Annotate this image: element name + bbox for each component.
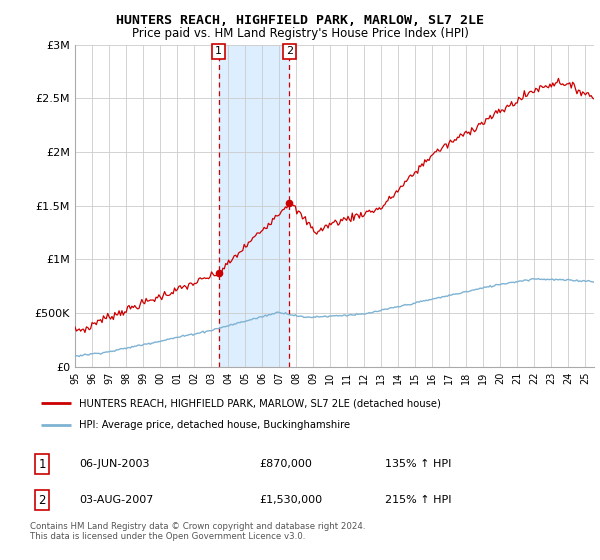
Text: 06-JUN-2003: 06-JUN-2003 (79, 459, 149, 469)
Text: Contains HM Land Registry data © Crown copyright and database right 2024.
This d: Contains HM Land Registry data © Crown c… (30, 522, 365, 542)
Text: 215% ↑ HPI: 215% ↑ HPI (385, 495, 451, 505)
Text: HUNTERS REACH, HIGHFIELD PARK, MARLOW, SL7 2LE (detached house): HUNTERS REACH, HIGHFIELD PARK, MARLOW, S… (79, 398, 441, 408)
Text: HPI: Average price, detached house, Buckinghamshire: HPI: Average price, detached house, Buck… (79, 421, 350, 431)
Text: 2: 2 (38, 493, 46, 507)
Text: 1: 1 (38, 458, 46, 471)
Text: 1: 1 (215, 46, 222, 57)
Text: 2: 2 (286, 46, 293, 57)
Text: £870,000: £870,000 (259, 459, 312, 469)
Text: Price paid vs. HM Land Registry's House Price Index (HPI): Price paid vs. HM Land Registry's House … (131, 27, 469, 40)
Text: 03-AUG-2007: 03-AUG-2007 (79, 495, 154, 505)
Bar (218, 45, 289, 367)
Text: 135% ↑ HPI: 135% ↑ HPI (385, 459, 451, 469)
Text: HUNTERS REACH, HIGHFIELD PARK, MARLOW, SL7 2LE: HUNTERS REACH, HIGHFIELD PARK, MARLOW, S… (116, 14, 484, 27)
Text: £1,530,000: £1,530,000 (259, 495, 322, 505)
